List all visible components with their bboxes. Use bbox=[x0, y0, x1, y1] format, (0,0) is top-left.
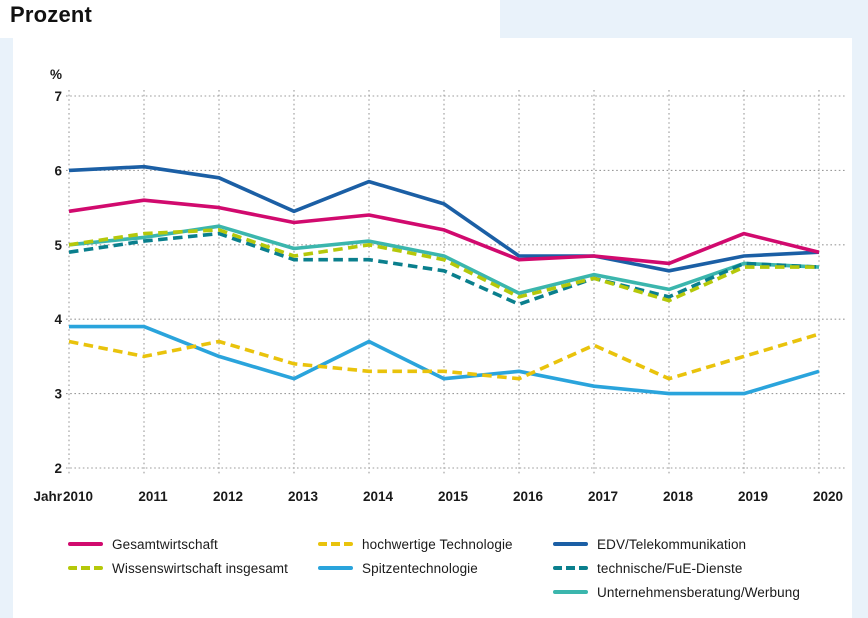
legend-swatch-technische-fue-dienste bbox=[553, 566, 588, 570]
x-tick-label: 2020 bbox=[813, 489, 843, 504]
gridlines bbox=[66, 90, 846, 476]
legend-label: hochwertige Technologie bbox=[362, 536, 513, 552]
x-tick-label: 2016 bbox=[513, 489, 544, 504]
legend-swatch-gesamtwirtschaft bbox=[68, 542, 103, 546]
legend-label: EDV/Telekommunikation bbox=[597, 536, 747, 552]
legend-swatch-edv-telekommunikation bbox=[553, 542, 588, 546]
y-tick-label: 3 bbox=[54, 387, 62, 402]
x-tick-label: 2013 bbox=[288, 489, 319, 504]
y-axis-tick-labels: 7 6 5 4 3 2 bbox=[54, 89, 62, 476]
x-tick-label: 2018 bbox=[663, 489, 694, 504]
legend-swatch-unternehmensberatung-werbung bbox=[553, 590, 588, 594]
page-title: Prozent bbox=[10, 2, 93, 27]
legend-swatch-spitzentechnologie bbox=[318, 566, 353, 570]
x-axis-tick-labels: Jahr 2010 2011 2012 2013 2014 2015 2016 2017 201… bbox=[33, 489, 843, 504]
series-line-Spitzentechnologie bbox=[69, 324, 820, 396]
line-chart: % 7 6 5 4 3 2 Jahr 2010 2011 2012 2013 2014 2015 20… bbox=[33, 67, 846, 504]
y-tick-label: 4 bbox=[54, 312, 62, 327]
y-axis-unit-label: % bbox=[50, 67, 62, 82]
legend-item: hochwertige Technologie bbox=[318, 532, 513, 556]
legend-column-3: EDV/Telekommunikation technische/FuE-Die… bbox=[553, 532, 800, 604]
y-tick-label: 7 bbox=[54, 89, 62, 104]
legend-item: Spitzentechnologie bbox=[318, 556, 513, 580]
legend-item: Gesamtwirtschaft bbox=[68, 532, 288, 556]
legend-column-1: Gesamtwirtschaft Wissenswirtschaft insge… bbox=[68, 532, 288, 580]
chart-legend: Gesamtwirtschaft Wissenswirtschaft insge… bbox=[13, 532, 852, 612]
legend-item: technische/FuE-Dienste bbox=[553, 556, 800, 580]
y-tick-label: 2 bbox=[54, 461, 62, 476]
legend-label: Spitzentechnologie bbox=[362, 560, 478, 576]
chart-panel: % 7 6 5 4 3 2 Jahr 2010 2011 2012 2013 2014 2015 20… bbox=[13, 38, 852, 618]
series-line-technische/FuE-Dienste bbox=[68, 231, 820, 307]
x-tick-label: 2011 bbox=[138, 489, 168, 504]
x-tick-label: 2019 bbox=[738, 489, 768, 504]
legend-item: EDV/Telekommunikation bbox=[553, 532, 800, 556]
x-tick-label: 2017 bbox=[588, 489, 618, 504]
x-tick-label: 2010 bbox=[63, 489, 93, 504]
series-line-Gesamtwirtschaft bbox=[68, 198, 820, 266]
legend-swatch-wissenswirtschaft bbox=[68, 566, 103, 570]
x-axis-title: Jahr bbox=[33, 489, 62, 504]
x-tick-label: 2012 bbox=[213, 489, 243, 504]
legend-column-2: hochwertige Technologie Spitzentechnolog… bbox=[318, 532, 513, 580]
legend-item: Wissenswirtschaft insgesamt bbox=[68, 556, 288, 580]
y-tick-label: 6 bbox=[54, 163, 62, 178]
x-tick-label: 2015 bbox=[438, 489, 469, 504]
y-tick-label: 5 bbox=[54, 238, 62, 253]
legend-label: Unternehmensberatung/Werbung bbox=[597, 584, 800, 600]
legend-label: Gesamtwirtschaft bbox=[112, 536, 218, 552]
header-bar: Prozent bbox=[0, 0, 500, 38]
x-tick-label: 2014 bbox=[363, 489, 394, 504]
legend-item: Unternehmensberatung/Werbung bbox=[553, 580, 800, 604]
series-lines bbox=[68, 164, 820, 396]
legend-swatch-hochwertige-technologie bbox=[318, 542, 353, 546]
series-line-hochwertige Technologie bbox=[68, 332, 820, 381]
legend-label: technische/FuE-Dienste bbox=[597, 560, 743, 576]
legend-label: Wissenswirtschaft insgesamt bbox=[112, 560, 288, 576]
series-line-Wissenswirtschaft insgesamt bbox=[68, 228, 819, 303]
series-line-EDV/Telekommunikation bbox=[68, 164, 820, 273]
